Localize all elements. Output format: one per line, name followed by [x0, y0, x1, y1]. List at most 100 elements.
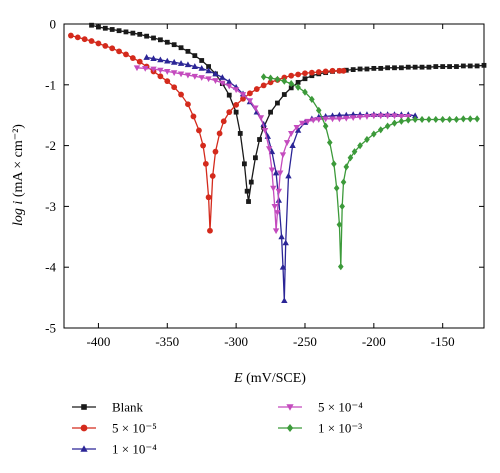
data-point — [171, 42, 177, 48]
data-point — [247, 90, 253, 97]
data-point — [322, 68, 329, 75]
series-line — [70, 34, 344, 231]
x-tick-label: -150 — [431, 334, 455, 349]
data-point — [260, 73, 267, 81]
data-point — [405, 116, 412, 124]
legend-entry: 5 × 10⁻⁴ — [278, 400, 363, 415]
data-point — [157, 37, 163, 43]
data-point — [198, 64, 205, 71]
legend-label: 1 × 10⁻⁴ — [112, 442, 157, 457]
data-point — [371, 130, 377, 138]
data-point — [288, 72, 295, 79]
data-point — [309, 95, 315, 103]
y-tick-label: -4 — [45, 260, 56, 275]
data-point — [272, 169, 280, 176]
data-point — [177, 71, 185, 78]
data-point — [333, 184, 340, 192]
data-point — [164, 78, 171, 85]
data-point — [315, 69, 322, 75]
data-point — [336, 111, 343, 118]
data-point — [340, 67, 347, 74]
data-point — [185, 101, 191, 108]
data-point — [267, 74, 274, 82]
data-point — [281, 74, 288, 81]
data-point — [81, 404, 87, 410]
data-point — [246, 199, 251, 204]
legend-entry: 1 × 10⁻³ — [278, 421, 362, 436]
data-point — [241, 161, 247, 167]
data-point — [322, 122, 329, 130]
data-point — [309, 73, 315, 79]
data-point — [337, 262, 344, 271]
data-point — [412, 115, 418, 124]
data-point — [200, 142, 206, 149]
data-point — [212, 148, 219, 155]
data-point — [257, 115, 265, 122]
data-point — [164, 69, 171, 75]
data-point — [398, 117, 405, 125]
data-point — [398, 65, 404, 71]
data-point — [419, 64, 425, 70]
data-point — [253, 86, 260, 92]
data-point — [209, 173, 216, 179]
data-point — [276, 170, 284, 177]
data-point — [440, 64, 446, 69]
data-point — [248, 179, 254, 185]
data-point — [453, 115, 460, 124]
data-point — [295, 83, 301, 91]
data-point — [102, 25, 108, 31]
data-point — [281, 77, 288, 85]
data-point — [467, 63, 473, 69]
data-point — [302, 76, 308, 82]
data-point — [89, 22, 94, 28]
series-layer — [67, 22, 487, 304]
data-point — [426, 115, 432, 124]
data-point — [384, 113, 391, 120]
data-point — [289, 142, 296, 148]
data-point — [288, 85, 294, 91]
x-tick-label: -250 — [293, 334, 317, 349]
data-point — [206, 64, 211, 69]
x-tick-label: -300 — [224, 334, 248, 349]
data-point — [226, 109, 233, 116]
data-point — [164, 39, 170, 45]
data-point — [212, 78, 219, 84]
data-point — [239, 92, 247, 98]
data-point — [244, 188, 250, 194]
x-tick-label: -400 — [87, 334, 111, 349]
data-point — [268, 109, 273, 115]
data-point — [286, 424, 294, 432]
data-point — [433, 64, 439, 69]
data-point — [349, 115, 357, 122]
data-point — [177, 60, 185, 66]
data-point — [74, 34, 81, 41]
data-point — [278, 233, 285, 240]
data-point — [315, 106, 322, 114]
data-point — [260, 120, 267, 127]
data-point — [357, 142, 363, 150]
data-point — [377, 126, 384, 134]
y-tick-label: -3 — [45, 199, 56, 214]
data-point — [302, 88, 308, 96]
data-point — [116, 48, 122, 55]
data-point — [272, 228, 280, 235]
data-point — [308, 69, 315, 76]
data-point — [219, 80, 226, 87]
y-tick-label: 0 — [50, 17, 57, 32]
data-point — [282, 239, 289, 246]
series-4 — [133, 65, 412, 235]
data-point — [295, 79, 301, 85]
data-point — [275, 188, 283, 195]
data-point — [157, 67, 164, 74]
data-point — [144, 33, 150, 39]
series-line — [136, 67, 409, 231]
data-point — [286, 404, 294, 411]
data-point — [454, 64, 459, 69]
data-point — [384, 122, 391, 130]
data-point — [207, 227, 213, 234]
legend-label: Blank — [112, 400, 144, 415]
data-point — [378, 65, 384, 71]
data-point — [385, 65, 391, 71]
data-point — [205, 76, 212, 83]
plot-frame — [63, 23, 485, 329]
